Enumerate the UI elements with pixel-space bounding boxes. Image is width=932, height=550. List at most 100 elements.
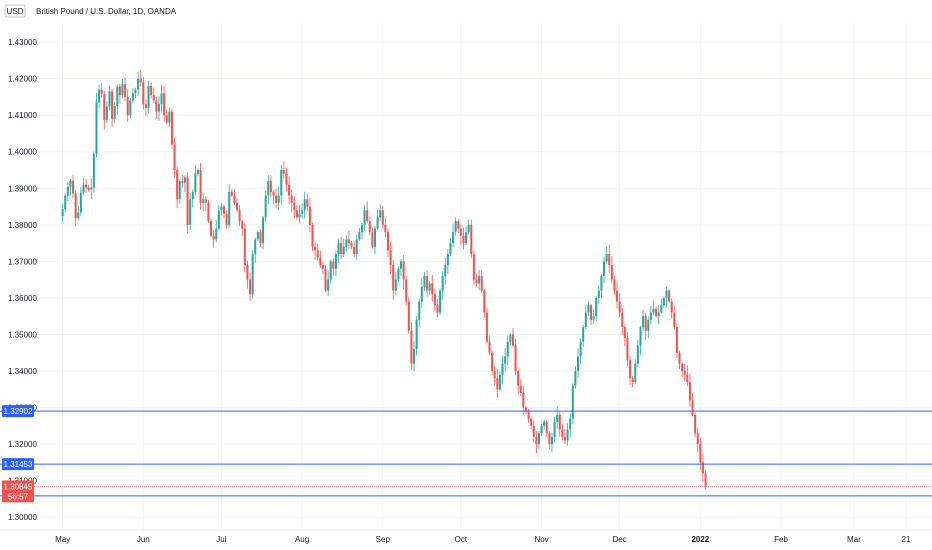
candle-body <box>485 312 488 342</box>
candle-body <box>543 422 546 426</box>
currency-label[interactable]: USD <box>7 7 24 16</box>
candle <box>392 260 395 300</box>
candle <box>470 219 473 259</box>
candle <box>621 308 624 335</box>
candle <box>467 219 470 235</box>
candle-body <box>418 301 421 320</box>
candle <box>569 413 572 438</box>
candle-body <box>501 363 504 375</box>
candle-body <box>452 232 455 244</box>
candle-body <box>675 327 678 353</box>
candle <box>579 338 582 364</box>
candle <box>269 175 272 197</box>
candle-body <box>113 106 116 119</box>
candle <box>613 275 616 296</box>
candle-body <box>574 371 577 386</box>
candle-body <box>436 305 439 313</box>
candle <box>436 298 439 318</box>
candle <box>113 101 116 124</box>
candle-body <box>103 93 106 120</box>
candle <box>82 177 85 196</box>
candle-body <box>61 209 64 217</box>
x-tick-label: Feb <box>774 535 788 544</box>
candle-body <box>262 217 265 244</box>
time-axis[interactable]: May Jun Jul Aug Sep Oct Nov Dec 2022 Feb Mar 21 <box>0 529 932 544</box>
candle-body <box>327 279 330 291</box>
candle <box>652 300 655 315</box>
candle-body <box>623 327 626 339</box>
candle <box>220 202 223 216</box>
candle-body <box>590 305 593 320</box>
candle-body <box>225 213 228 225</box>
candle <box>191 189 194 208</box>
candle <box>319 250 322 268</box>
candle <box>376 209 379 231</box>
candle <box>655 306 658 318</box>
candle-body <box>178 180 181 200</box>
candle-body <box>389 250 392 266</box>
candle <box>251 250 254 299</box>
candle <box>90 178 93 200</box>
candle-body <box>306 199 309 207</box>
candle-body <box>579 341 582 357</box>
candle <box>124 77 127 102</box>
candle <box>649 305 652 325</box>
candle-body <box>540 425 543 434</box>
candle <box>147 80 150 113</box>
candle-body <box>392 265 395 291</box>
candle <box>543 419 546 430</box>
candle <box>301 203 304 219</box>
candle <box>514 338 517 376</box>
x-tick-label: Dec <box>613 535 627 544</box>
candle-body <box>199 170 202 203</box>
candle <box>608 244 611 273</box>
candle <box>66 181 69 202</box>
price-axis[interactable]: 1.43000 1.42000 1.41000 1.40000 1.39000 1.380… <box>8 38 37 522</box>
candle-body <box>519 385 522 393</box>
candle <box>87 184 90 192</box>
y-tick-label: 1.34000 <box>8 367 37 376</box>
candle-body <box>87 187 90 190</box>
candle-body <box>264 195 267 218</box>
candle-body <box>168 111 171 123</box>
candle <box>316 243 319 261</box>
candle-body <box>636 345 639 364</box>
candle-body <box>660 305 663 313</box>
y-tick-label: 1.40000 <box>8 148 37 157</box>
candle <box>165 109 168 125</box>
candle-body <box>608 254 611 266</box>
candle-body <box>665 290 668 298</box>
candle-body <box>587 305 590 313</box>
candle-body <box>217 210 220 229</box>
candle <box>64 193 67 213</box>
candle-body <box>480 276 483 291</box>
candle-body <box>139 78 142 83</box>
candle <box>634 359 637 385</box>
candle <box>420 277 423 308</box>
x-tick-label: Nov <box>534 535 548 544</box>
candle-body <box>165 115 168 123</box>
candle-body <box>415 319 418 350</box>
candle-body <box>563 436 566 441</box>
currency-badge[interactable] <box>4 4 26 18</box>
candle-body <box>394 279 397 291</box>
candle <box>556 406 559 430</box>
candle <box>262 215 265 250</box>
y-tick-label: 1.39000 <box>8 184 37 193</box>
candle-body <box>134 89 137 94</box>
candle-body <box>605 254 608 262</box>
candle-body <box>142 82 145 105</box>
level-badge: 1.31453 <box>2 458 34 471</box>
candle <box>657 305 660 325</box>
candle <box>587 300 590 317</box>
horizontal-ray-lines[interactable] <box>0 410 932 497</box>
candle-body <box>233 195 236 203</box>
candle <box>329 259 332 285</box>
candle <box>337 239 340 263</box>
candle-body <box>371 232 374 247</box>
candle <box>152 87 155 104</box>
candle-body <box>147 85 150 108</box>
candle <box>204 195 207 212</box>
